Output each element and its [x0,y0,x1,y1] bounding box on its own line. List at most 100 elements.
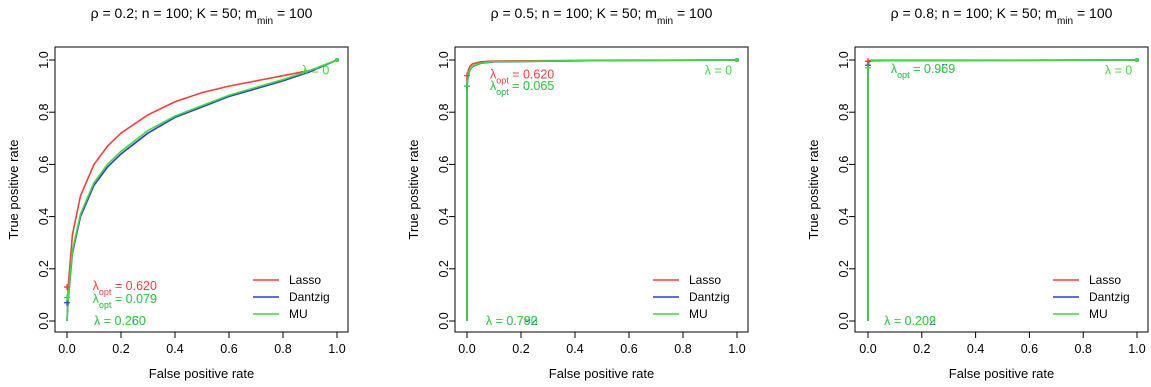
x-tick-label: 0.0 [458,342,475,356]
legend-label-mu: MU [289,307,308,321]
y-axis-label: True positive rate [406,140,421,240]
y-tick-label: 0.4 [37,208,51,225]
title-tail: = 100 [273,5,313,21]
chart-title: ρ = 0.5; n = 100; K = 50; mmin = 100 [491,5,713,27]
series-line-lasso [66,59,338,322]
endpoint-marker-mu [1135,58,1139,62]
y-tick-label: 0.0 [37,312,51,329]
x-tick-label: 0.6 [620,342,637,356]
lambda-opt-marker [464,83,470,90]
x-tick-label: 0.4 [166,342,183,356]
title-subscript: min [1057,16,1073,27]
y-tick-label: 1.0 [437,51,451,68]
y-tick-label: 0.0 [837,312,851,329]
y-tick-label: 0.8 [437,103,451,120]
lambda-opt-marker [64,299,70,306]
y-tick-label: 0.2 [437,260,451,277]
y-tick-label: 1.0 [37,51,51,68]
x-axis-label: False positive rate [949,366,1055,381]
x-tick-label: 0.8 [274,342,291,356]
x-tick-label: 0.2 [112,342,129,356]
lambda-annotation: λ = 0 [302,63,329,77]
lambda-opt-label: λopt = 0.079 [93,292,157,310]
lambda-annotation: λ = 0.209 [884,314,936,328]
lambda-opt-label: λopt = 0.969 [891,62,955,80]
plot-frame [454,46,749,333]
x-tick-label: 0.4 [566,342,583,356]
lambda-annotation: λ = 0.202 [884,314,936,328]
series-line-mu [466,59,738,321]
y-tick-label: 0.8 [837,103,851,120]
lambda-opt-marker [64,284,70,291]
chart-title: ρ = 0.2; n = 100; K = 50; mmin = 100 [91,5,313,27]
lambda-annotation: λ = 0.792 [486,314,538,328]
legend-label-mu: MU [1089,307,1108,321]
x-tick-label: 0.8 [674,342,691,356]
lambda-opt-label: λopt = 0.065 [490,79,554,97]
series-line-mu [867,59,1138,321]
y-tick-label: 0.0 [437,312,451,329]
lambda-annotation: λ = 0.780 [486,314,538,328]
y-tick-label: 0.6 [837,156,851,173]
y-tick-label: 0.4 [437,208,451,225]
series-line-mu [66,59,338,322]
x-tick-label: 0.6 [1021,342,1038,356]
lambda-opt-label: λopt = 0.079 [93,292,157,310]
title-tail: = 100 [1073,5,1113,21]
x-tick-label: 0.0 [58,342,75,356]
y-tick-label: 0.6 [37,156,51,173]
lambda-annotation: λ = 0.250 [94,314,146,328]
y-tick-label: 0.8 [37,103,51,120]
lambda-annotation: λ = 0 [705,63,732,77]
lambda-annotation: λ = 0 [1105,63,1132,77]
title-main: ρ = 0.8; n = 100; K = 50; m [891,5,1057,21]
legend-label-dantzig: Dantzig [689,290,730,304]
x-tick-label: 1.0 [328,342,345,356]
x-tick-label: 0.2 [913,342,930,356]
x-tick-label: 0.8 [1075,342,1092,356]
lambda-annotation: λ = 0.260 [94,314,146,328]
legend-label-lasso: Lasso [1089,273,1121,287]
y-axis-label: True positive rate [6,140,21,240]
roc-panel-1: ρ = 0.2; n = 100; K = 50; mmin = 100 0.0 0… [6,5,349,381]
x-tick-label: 0.4 [967,342,984,356]
y-tick-label: 0.2 [37,260,51,277]
x-tick-label: 0.6 [220,342,237,356]
lambda-opt-marker [64,294,70,301]
y-tick-label: 0.4 [837,208,851,225]
x-tick-label: 0.0 [859,342,876,356]
x-tick-label: 1.0 [1128,342,1145,356]
plot-frame [854,46,1149,333]
title-tail: = 100 [673,5,713,21]
roc-panel-2: ρ = 0.5; n = 100; K = 50; mmin = 100 0.0 0… [406,5,749,381]
y-tick-label: 0.6 [437,156,451,173]
x-axis-label: False positive rate [549,366,655,381]
plot-frame [54,46,349,333]
y-tick-label: 1.0 [837,51,851,68]
lambda-opt-label: λopt = 0.959 [891,62,955,80]
endpoint-marker-mu [735,58,739,62]
lambda-opt-label: λopt = 0.065 [490,79,554,97]
title-subscript: min [657,16,673,27]
x-axis-label: False positive rate [149,366,255,381]
legend-label-dantzig: Dantzig [1089,290,1130,304]
lambda-opt-marker [464,72,470,79]
y-tick-label: 0.2 [837,260,851,277]
lambda-opt-marker [865,64,871,71]
title-main: ρ = 0.5; n = 100; K = 50; m [491,5,657,21]
legend-label-lasso: Lasso [289,273,321,287]
lambda-opt-marker [865,58,871,65]
x-tick-label: 0.2 [512,342,529,356]
title-main: ρ = 0.2; n = 100; K = 50; m [91,5,257,21]
title-subscript: min [257,16,273,27]
legend-label-lasso: Lasso [689,273,721,287]
x-tick-label: 1.0 [728,342,745,356]
legend-label-mu: MU [689,307,708,321]
lambda-opt-label: λopt = 0.620 [490,67,554,85]
chart-title: ρ = 0.8; n = 100; K = 50; mmin = 100 [891,5,1113,27]
roc-panel-3: ρ = 0.8; n = 100; K = 50; mmin = 100 0.0 0… [806,5,1149,381]
y-axis-label: True positive rate [806,140,821,240]
legend-label-dantzig: Dantzig [289,290,330,304]
endpoint-marker-mu [335,58,339,62]
